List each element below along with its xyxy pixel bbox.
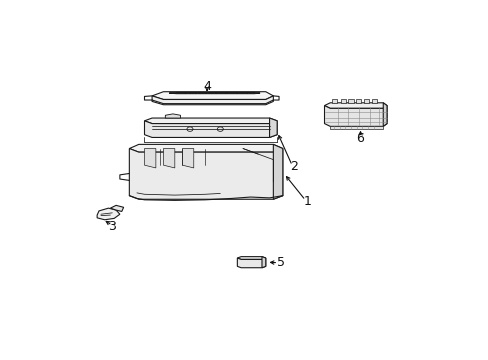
- Polygon shape: [182, 149, 193, 168]
- Text: 1: 1: [303, 195, 311, 208]
- Polygon shape: [144, 121, 277, 138]
- Polygon shape: [97, 208, 120, 220]
- Text: 2: 2: [290, 160, 298, 173]
- Polygon shape: [110, 205, 123, 211]
- Polygon shape: [340, 99, 346, 103]
- Text: 6: 6: [356, 132, 364, 145]
- Polygon shape: [237, 258, 265, 268]
- Text: 3: 3: [108, 220, 116, 233]
- Polygon shape: [227, 93, 235, 94]
- Text: 4: 4: [203, 80, 210, 93]
- Polygon shape: [355, 99, 361, 103]
- Polygon shape: [169, 93, 260, 94]
- Polygon shape: [144, 118, 277, 123]
- Polygon shape: [248, 93, 255, 94]
- Polygon shape: [152, 92, 273, 99]
- Polygon shape: [331, 99, 337, 103]
- Text: 5: 5: [276, 256, 285, 269]
- Polygon shape: [371, 99, 376, 103]
- Polygon shape: [217, 93, 225, 94]
- Polygon shape: [238, 93, 245, 94]
- Polygon shape: [176, 93, 184, 94]
- Polygon shape: [165, 114, 180, 118]
- Polygon shape: [129, 144, 282, 152]
- Polygon shape: [186, 93, 194, 94]
- Polygon shape: [329, 126, 383, 129]
- Polygon shape: [197, 93, 204, 94]
- Polygon shape: [152, 96, 273, 104]
- Polygon shape: [207, 93, 215, 94]
- Polygon shape: [324, 105, 386, 126]
- Polygon shape: [144, 149, 156, 168]
- Polygon shape: [163, 149, 175, 168]
- Polygon shape: [363, 99, 368, 103]
- Polygon shape: [347, 99, 353, 103]
- Polygon shape: [383, 103, 386, 126]
- Polygon shape: [324, 103, 386, 108]
- Polygon shape: [262, 257, 265, 268]
- Polygon shape: [269, 118, 277, 138]
- Polygon shape: [273, 144, 282, 199]
- Polygon shape: [237, 257, 265, 260]
- Polygon shape: [129, 149, 282, 199]
